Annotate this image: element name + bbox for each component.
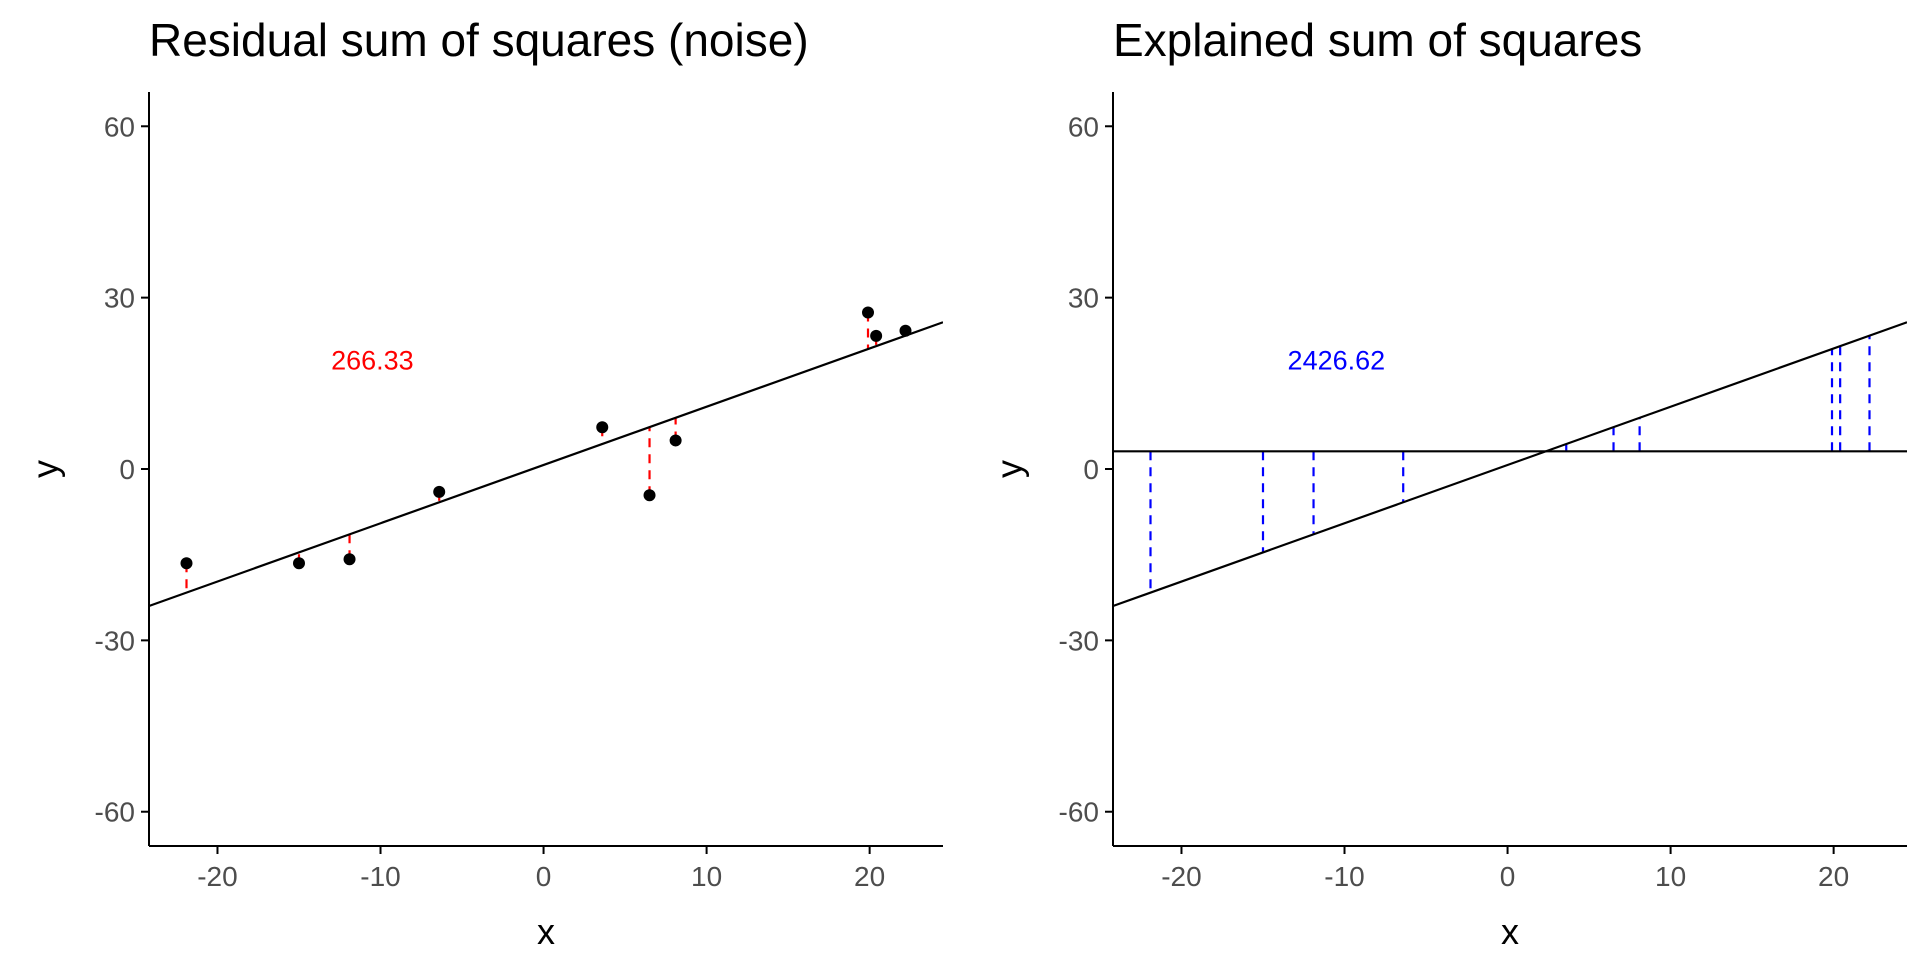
x-tick-label: -10 xyxy=(1324,861,1364,892)
x-tick-label: -20 xyxy=(1161,861,1201,892)
y-tick-label: 30 xyxy=(1068,283,1099,314)
data-point xyxy=(669,434,682,447)
regression-line xyxy=(1113,321,1907,608)
y-axis-title: y xyxy=(25,460,66,478)
y-tick-label: 0 xyxy=(1083,454,1099,485)
x-tick-label: 10 xyxy=(1655,861,1686,892)
y-tick-label: -60 xyxy=(95,797,135,828)
data-point xyxy=(292,557,305,570)
x-tick-label: 10 xyxy=(691,861,722,892)
x-tick-label: 20 xyxy=(1818,861,1849,892)
data-point xyxy=(899,324,912,337)
data-point xyxy=(433,485,446,498)
plot-area xyxy=(149,306,943,608)
y-tick-label: -30 xyxy=(95,625,135,656)
x-tick-label: 20 xyxy=(854,861,885,892)
sum-of-squares-label: 2426.62 xyxy=(1288,345,1386,375)
x-axis-title: x xyxy=(537,911,555,952)
data-point xyxy=(643,489,656,502)
regression-line xyxy=(149,321,943,608)
y-tick-label: 60 xyxy=(104,111,135,142)
chart-panel-1: Residual sum of squares (noise) -60 -30 0 30… xyxy=(25,14,943,952)
y-tick-label: -30 xyxy=(1059,625,1099,656)
x-tick-label: -10 xyxy=(360,861,400,892)
data-point xyxy=(870,329,883,342)
x-tick-label: 0 xyxy=(1500,861,1516,892)
data-point xyxy=(862,306,875,319)
y-tick-label: 0 xyxy=(119,454,135,485)
data-point xyxy=(343,553,356,566)
x-axis-title: x xyxy=(1501,911,1519,952)
plot-area xyxy=(1113,321,1907,608)
y-tick-label: 60 xyxy=(1068,111,1099,142)
sum-of-squares-label: 266.33 xyxy=(331,345,414,375)
chart-title: Residual sum of squares (noise) xyxy=(149,14,809,66)
x-tick-label: 0 xyxy=(536,861,552,892)
chart-title: Explained sum of squares xyxy=(1113,14,1642,66)
y-tick-label: -60 xyxy=(1059,797,1099,828)
x-tick-label: -20 xyxy=(197,861,237,892)
y-axis-title: y xyxy=(989,460,1030,478)
data-point xyxy=(596,421,609,434)
y-tick-label: 30 xyxy=(104,283,135,314)
data-point xyxy=(180,557,193,570)
chart-panel-2: Explained sum of squares -60 -30 0 30 60 -20 -1… xyxy=(989,14,1907,952)
